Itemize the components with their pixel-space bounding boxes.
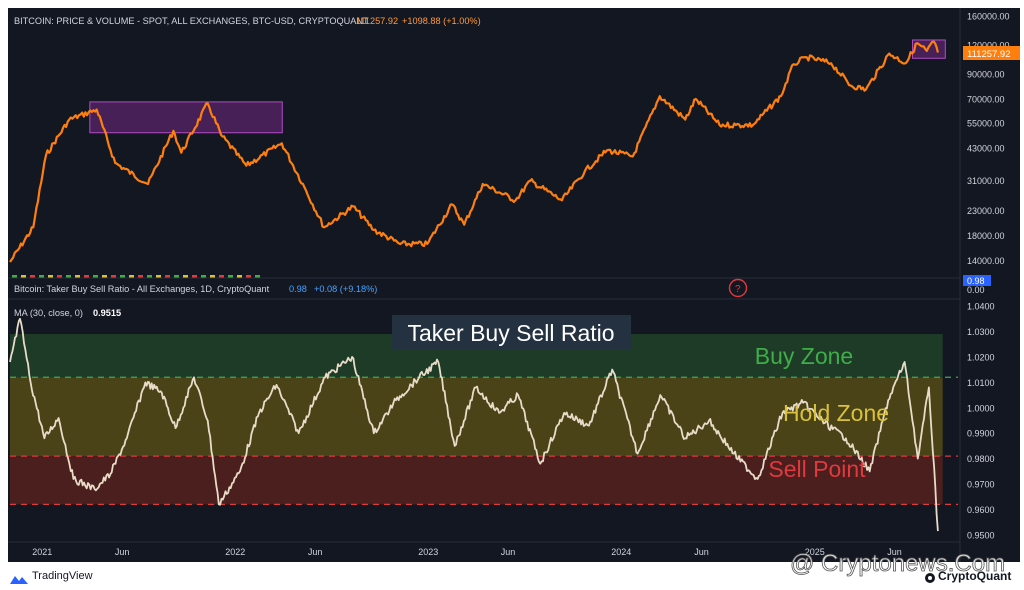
cryptoquant-logo-icon: [924, 571, 936, 583]
price-pane: 160000.00 120000.00 90000.00 70000.00 55000.…: [9, 12, 1020, 267]
price-axis-tick-label: 18000.00: [967, 231, 1005, 241]
ratio-axis-tick-label: 1.0100: [967, 378, 995, 388]
ratio-axis-tick-label: 1.0400: [967, 302, 995, 312]
ratio-axis-tick-label: 0.9500: [967, 530, 995, 540]
buy-zone-label: Buy Zone: [755, 343, 853, 369]
price-axis-tick-label: 43000.00: [967, 143, 1005, 153]
ratio-histogram-bar: [201, 275, 206, 278]
ratio-histogram-bar: [102, 275, 107, 278]
x-axis-tick-label: 2021: [32, 547, 52, 557]
ratio-histogram-bar: [21, 275, 26, 278]
x-axis-tick-label: Jun: [501, 547, 516, 557]
price-highlight-box-1: [89, 101, 283, 134]
footer: TradingView @ Cryptonews.Com CryptoQuant: [0, 550, 1024, 590]
price-axis-tick-label: 90000.00: [967, 69, 1005, 79]
ratio-last-label: 0.98: [967, 276, 985, 286]
ratio-axis-tick-label: 0.9700: [967, 480, 995, 490]
ratio-axis-tick-label: 0.9600: [967, 505, 995, 515]
watermark-text: @ Cryptonews.Com: [790, 550, 1006, 578]
x-axis-tick-label: Jun: [887, 547, 902, 557]
ratio-histogram-bar: [237, 275, 242, 278]
ratio-axis-tick-label: 1.0200: [967, 352, 995, 362]
price-last-label: 111257.92: [967, 49, 1011, 60]
price-axis-tick-label: 70000.00: [967, 94, 1005, 104]
x-axis-tick-label: 2023: [418, 547, 438, 557]
tradingview-logo-icon: [10, 571, 28, 584]
ratio-axis: 1.0400 1.0300 1.0200 1.0100 1.0000 0.9900 0.98…: [967, 302, 995, 541]
ratio-header-change: +0.08 (+9.18%): [314, 284, 377, 294]
ratio-histogram-bar: [147, 275, 152, 278]
ratio-histogram-bar: [174, 275, 179, 278]
ratio-histogram-bar: [210, 275, 215, 278]
ratio-histogram-bar: [120, 275, 125, 278]
ratio-series-line: [9, 317, 939, 532]
price-axis-tick-label: 120000.00: [967, 40, 1010, 50]
tradingview-label: TradingView: [32, 570, 93, 582]
help-icon[interactable]: [728, 278, 748, 298]
x-axis: 2021 Jun 2022 Jun 2023 Jun 2024 Jun 2025 Jun: [32, 547, 902, 557]
price-header-value: 111257.92: [356, 16, 398, 26]
ratio-last-tag: [963, 275, 991, 286]
main-title-box: [392, 315, 631, 349]
x-axis-tick-label: 2025: [805, 547, 825, 557]
ratio-histogram-bar: [66, 275, 71, 278]
price-axis-tick-label: 55000.00: [967, 119, 1005, 129]
ratio-axis-tick-label: 0.9800: [967, 454, 995, 464]
ratio-histogram-bar: [183, 275, 188, 278]
x-axis-tick-label: Jun: [308, 547, 323, 557]
ratio-axis-tick-label: 0.9900: [967, 429, 995, 439]
ratio-zero-label: 0.00: [967, 285, 985, 295]
price-axis-tick-label: 160000.00: [967, 12, 1010, 22]
ratio-histogram-bar: [165, 275, 170, 278]
x-axis-tick-label: Jun: [115, 547, 130, 557]
ratio-header-value: 0.98: [289, 284, 307, 294]
ratio-pane: 1.0400 1.0300 1.0200 1.0100 1.0000 0.9900 0.98…: [9, 302, 995, 541]
sell-zone-band: [10, 456, 943, 505]
ratio-histogram-bar: [30, 275, 35, 278]
ratio-histogram-bar: [12, 275, 17, 278]
ratio-histogram-bar: [156, 275, 161, 278]
ratio-histogram-strip: [12, 275, 260, 278]
price-last-tag: [963, 46, 1020, 60]
ratio-header-title: Bitcoin: Taker Buy Sell Ratio - All Exch…: [14, 284, 270, 294]
ma-value: 0.9515: [93, 308, 121, 318]
ratio-histogram-bar: [111, 275, 116, 278]
cryptoquant-label: CryptoQuant: [938, 569, 1012, 583]
price-axis-tick-label: 31000.00: [967, 176, 1005, 186]
ratio-histogram-bar: [39, 275, 44, 278]
ma-label: MA (30, close, 0): [14, 308, 83, 318]
sell-point-label: Sell Point: [768, 456, 866, 482]
hold-zone-band: [10, 377, 943, 457]
ratio-histogram-bar: [48, 275, 53, 278]
ratio-histogram-bar: [219, 275, 224, 278]
x-axis-tick-label: 2022: [225, 547, 245, 557]
ratio-histogram-bar: [138, 275, 143, 278]
ratio-histogram-bar: [129, 275, 134, 278]
ratio-histogram-bar: [228, 275, 233, 278]
hold-zone-label: Hold Zone: [783, 400, 889, 426]
price-axis: 160000.00 120000.00 90000.00 70000.00 55000.…: [967, 12, 1010, 267]
ratio-histogram-bar: [84, 275, 89, 278]
ratio-histogram-bar: [75, 275, 80, 278]
help-icon-glyph: ?: [735, 284, 741, 295]
price-header-change: +1098.88 (+1.00%): [402, 16, 481, 26]
price-axis-tick-label: 23000.00: [967, 206, 1005, 216]
x-axis-tick-label: 2024: [611, 547, 631, 557]
ratio-histogram-bar: [255, 275, 260, 278]
x-axis-tick-label: Jun: [694, 547, 709, 557]
price-header-title: BITCOIN: PRICE & VOLUME - SPOT, ALL EXCH…: [14, 16, 369, 26]
price-axis-tick-label: 14000.00: [967, 256, 1005, 266]
ratio-axis-tick-label: 1.0300: [967, 327, 995, 337]
ratio-histogram-bar: [192, 275, 197, 278]
price-series-line: [9, 40, 939, 263]
ratio-histogram-bar: [246, 275, 251, 278]
main-title: Taker Buy Sell Ratio: [407, 320, 614, 346]
ratio-histogram-bar: [93, 275, 98, 278]
ratio-axis-tick-label: 1.0000: [967, 403, 995, 413]
ratio-histogram-bar: [57, 275, 62, 278]
